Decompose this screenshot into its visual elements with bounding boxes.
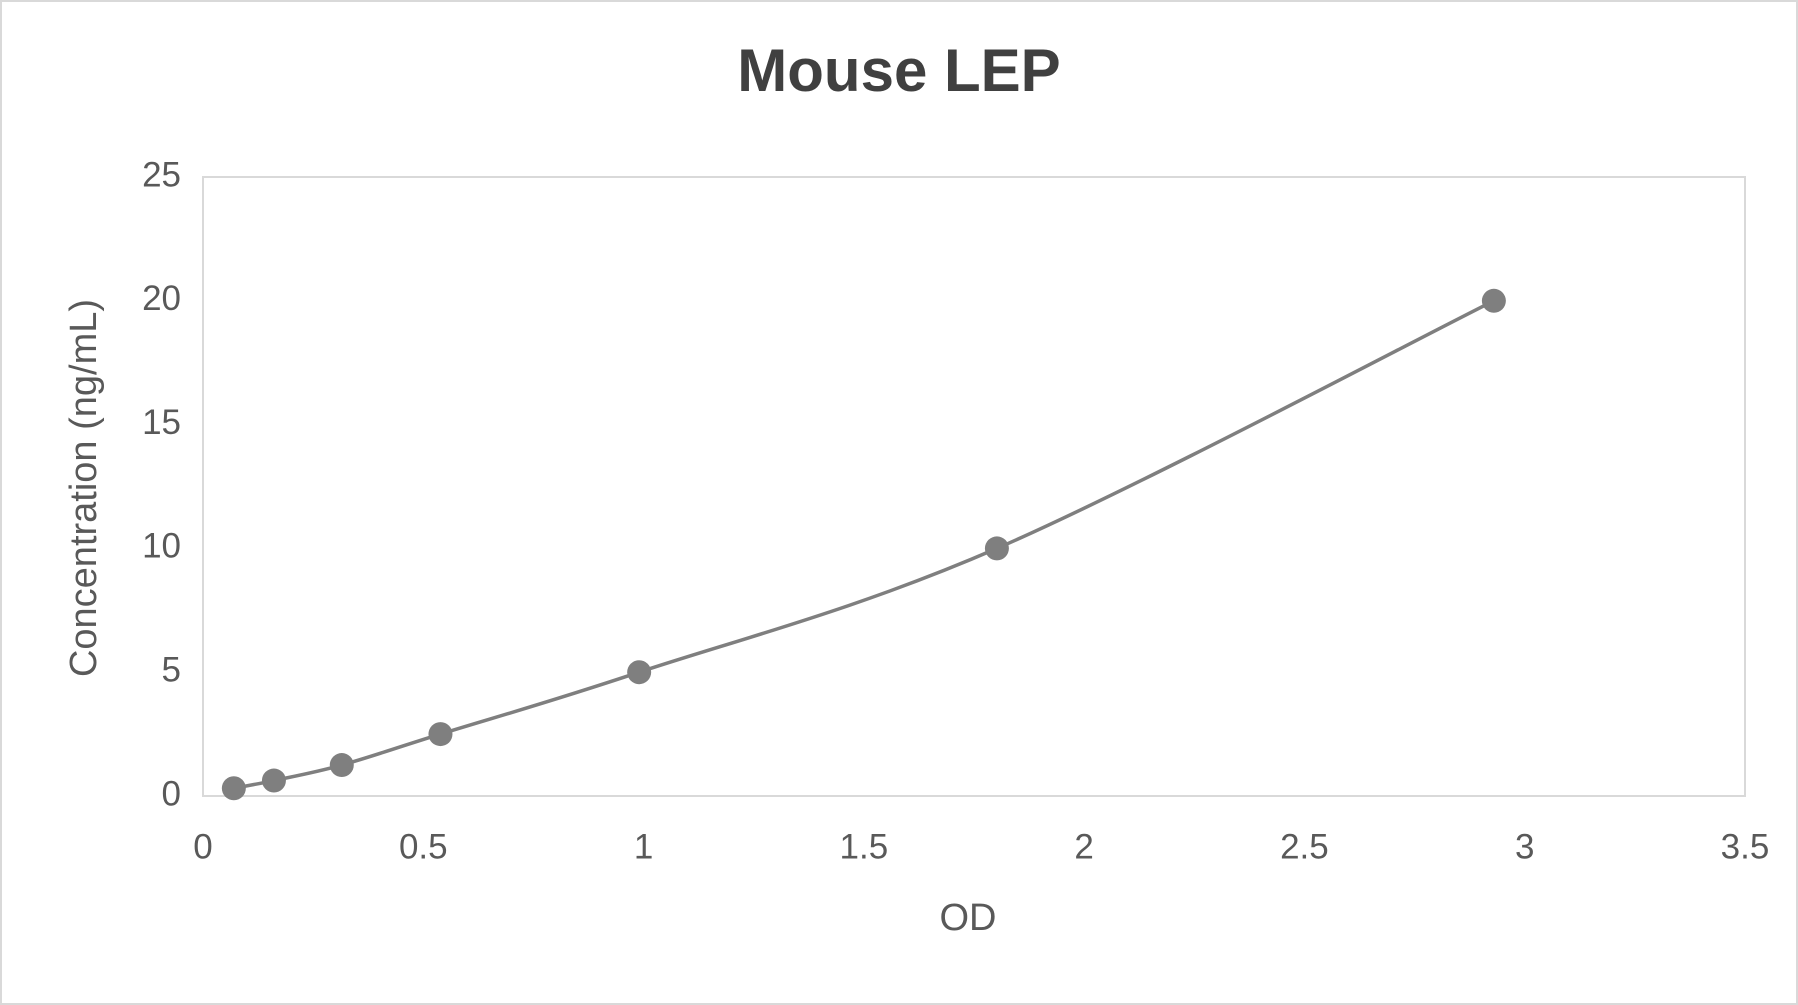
y-tick-label: 10 xyxy=(142,527,181,566)
x-tick-label: 1.5 xyxy=(840,827,889,866)
data-point xyxy=(1481,288,1506,313)
y-axis-title: Concentration (ng/mL) xyxy=(63,299,105,677)
x-tick-label: 2 xyxy=(1074,827,1093,866)
x-axis-title: OD xyxy=(940,897,997,939)
x-tick-label: 3 xyxy=(1515,827,1534,866)
data-point xyxy=(261,768,286,793)
data-point xyxy=(428,722,453,747)
y-tick-label: 5 xyxy=(162,650,181,689)
x-tick-label: 0 xyxy=(193,827,212,866)
y-tick-label: 0 xyxy=(162,774,181,813)
data-point xyxy=(984,536,1009,561)
chart-title: Mouse LEP xyxy=(737,37,1060,104)
x-tick-label: 3.5 xyxy=(1721,827,1770,866)
data-point xyxy=(627,660,652,685)
x-tick-label: 0.5 xyxy=(399,827,448,866)
plot-border xyxy=(202,176,1746,797)
y-tick-label: 25 xyxy=(142,155,181,194)
data-point xyxy=(329,753,354,778)
x-tick-label: 1 xyxy=(634,827,653,866)
y-tick-label: 20 xyxy=(142,279,181,318)
x-tick-label: 2.5 xyxy=(1280,827,1329,866)
y-tick-label: 15 xyxy=(142,403,181,442)
data-point xyxy=(221,776,246,801)
